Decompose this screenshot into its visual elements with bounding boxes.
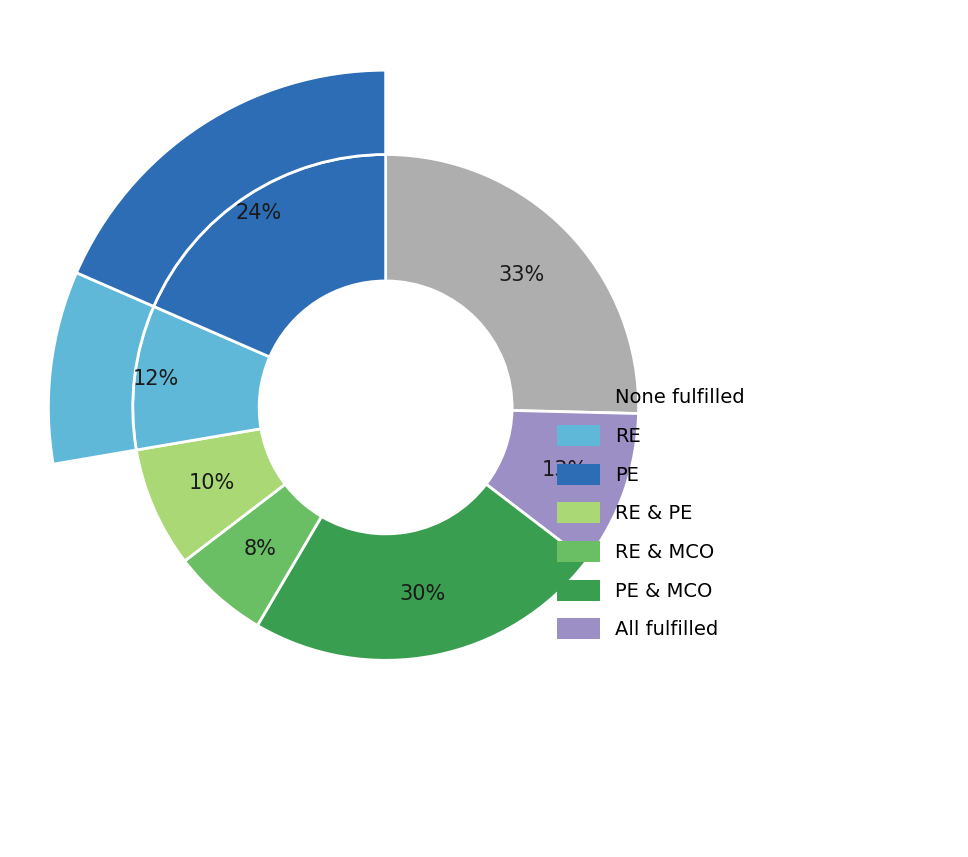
Wedge shape <box>257 484 587 661</box>
Text: 30%: 30% <box>399 584 445 603</box>
Wedge shape <box>385 154 639 414</box>
Wedge shape <box>48 273 154 464</box>
Wedge shape <box>154 154 385 357</box>
Text: 10%: 10% <box>189 473 235 493</box>
Wedge shape <box>133 307 270 450</box>
Text: 12%: 12% <box>133 369 179 389</box>
Text: 13%: 13% <box>541 460 588 481</box>
Wedge shape <box>76 70 385 307</box>
Text: 33%: 33% <box>499 265 545 285</box>
Legend: None fulfilled, RE, PE, RE & PE, RE & MCO, PE & MCO, All fulfilled: None fulfilled, RE, PE, RE & PE, RE & MC… <box>550 378 753 647</box>
Wedge shape <box>486 411 639 561</box>
Text: 24%: 24% <box>235 203 282 224</box>
Wedge shape <box>136 428 286 561</box>
Wedge shape <box>185 484 321 626</box>
Text: 8%: 8% <box>243 539 276 560</box>
